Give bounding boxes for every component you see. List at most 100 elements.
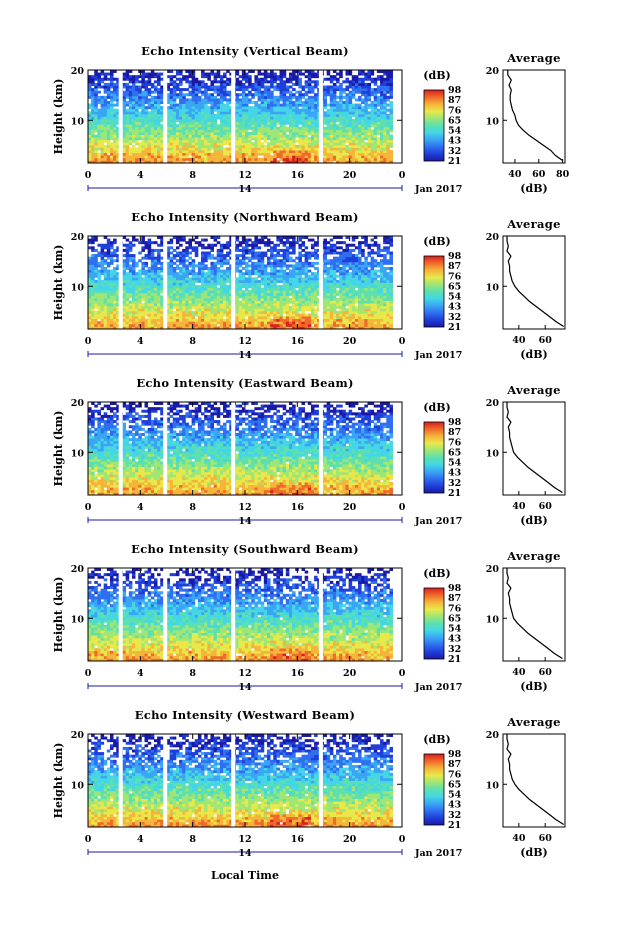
x-tick-label: 4 [137,502,144,513]
colorbar-tick-label: 32 [448,644,461,655]
colorbar-tick-label: 21 [448,156,461,167]
data-gap [231,734,235,827]
data-gap [119,402,123,495]
x-tick-label: 8 [189,502,196,513]
panel-3: Echo Intensity (Southward Beam)1020Heigh… [52,542,565,693]
x-tick-label: 0 [85,668,92,679]
colorbar-tick-label: 87 [448,759,461,770]
data-gap [163,568,167,661]
colorbar-tick-label: 32 [448,146,461,157]
data-gap [231,568,235,661]
day-label: 14 [238,848,252,859]
x-tick-label: 12 [238,502,251,513]
colorbar-tick-label: 32 [448,478,461,489]
x-tick-label: 8 [189,336,196,347]
y-tick-label: 20 [71,232,85,243]
x-tick-label: 20 [343,336,357,347]
x-tick-label: 8 [189,834,196,845]
x-axis-label: Local Time [211,869,279,882]
x-tick-label: 16 [291,668,305,679]
colorbar-tick-label: 65 [448,613,461,624]
panel-4: Echo Intensity (Westward Beam)1020Height… [52,708,565,859]
y-axis-label: Height (km) [52,411,65,487]
date-label: Jan 2017 [414,848,462,859]
x-tick-label: 0 [85,834,92,845]
y-tick-label: 20 [71,564,85,575]
x-tick-label: 12 [238,834,251,845]
colorbar-tick-label: 98 [448,583,462,594]
x-tick-label: 12 [238,336,251,347]
x-tick-label: 16 [291,336,305,347]
average-x-tick-label: 40 [512,501,526,512]
y-axis-label: Height (km) [52,743,65,819]
x-tick-label: 4 [137,668,144,679]
average-x-tick-label: 60 [539,501,553,512]
panel-0: Echo Intensity (Vertical Beam)1020Height… [52,44,570,195]
panel-title: Echo Intensity (Northward Beam) [131,210,359,224]
x-tick-label: 16 [291,834,305,845]
average-title: Average [506,549,560,563]
average-y-tick-label: 10 [486,780,500,791]
colorbar-tick-label: 43 [448,634,461,645]
x-tick-label: 20 [343,170,357,181]
date-label: Jan 2017 [414,516,462,527]
data-gap [231,70,235,163]
colorbar-tick-label: 54 [448,790,462,801]
data-gap [163,734,167,827]
average-profile-line [508,70,563,161]
x-tick-label: 4 [137,336,144,347]
average-x-tick-label: 80 [556,169,570,180]
y-axis-label: Height (km) [52,577,65,653]
colorbar-tick-label: 21 [448,488,461,499]
colorbar-tick-label: 87 [448,427,461,438]
average-x-tick-label: 60 [539,833,553,844]
colorbar-tick-label: 98 [448,417,462,428]
x-tick-label: 4 [137,170,144,181]
y-tick-label: 10 [71,116,85,127]
average-x-label: (dB) [520,680,547,693]
date-label: Jan 2017 [414,682,462,693]
y-tick-label: 20 [71,398,85,409]
data-gap [119,70,123,163]
colorbar-tick-label: 87 [448,261,461,272]
average-x-label: (dB) [520,514,547,527]
colorbar-tick-label: 98 [448,749,462,760]
average-y-tick-label: 20 [486,398,500,409]
x-tick-label: 0 [399,336,406,347]
x-tick-label: 20 [343,834,357,845]
colorbar-unit: (dB) [423,235,450,248]
day-label: 14 [238,516,252,527]
x-tick-label: 0 [85,502,92,513]
panel-title: Echo Intensity (Southward Beam) [131,542,359,556]
data-gap [319,236,323,329]
colorbar-tick-label: 98 [448,251,462,262]
x-tick-label: 0 [399,668,406,679]
data-gap [163,236,167,329]
colorbar-tick-label: 54 [448,458,462,469]
x-tick-label: 12 [238,668,251,679]
average-x-tick-label: 40 [508,169,522,180]
x-tick-label: 16 [291,502,305,513]
colorbar-tick-label: 87 [448,593,461,604]
colorbar-unit: (dB) [423,733,450,746]
x-tick-label: 8 [189,170,196,181]
average-title: Average [506,217,560,231]
x-tick-label: 16 [291,170,305,181]
average-y-tick-label: 20 [486,232,500,243]
panel-2: Echo Intensity (Eastward Beam)1020Height… [52,376,565,527]
x-tick-label: 0 [85,170,92,181]
x-tick-label: 0 [399,170,406,181]
colorbar-tick-label: 54 [448,624,462,635]
x-tick-label: 20 [343,502,357,513]
date-label: Jan 2017 [414,350,462,361]
colorbar-unit: (dB) [423,69,450,82]
day-label: 14 [238,350,252,361]
heatmap [88,402,393,495]
colorbar [424,256,444,327]
colorbar-tick-label: 43 [448,302,461,313]
colorbar-tick-label: 98 [448,85,462,96]
average-y-tick-label: 20 [486,66,500,77]
colorbar-tick-label: 65 [448,779,461,790]
colorbar-tick-label: 87 [448,95,461,106]
data-gap [119,568,123,661]
